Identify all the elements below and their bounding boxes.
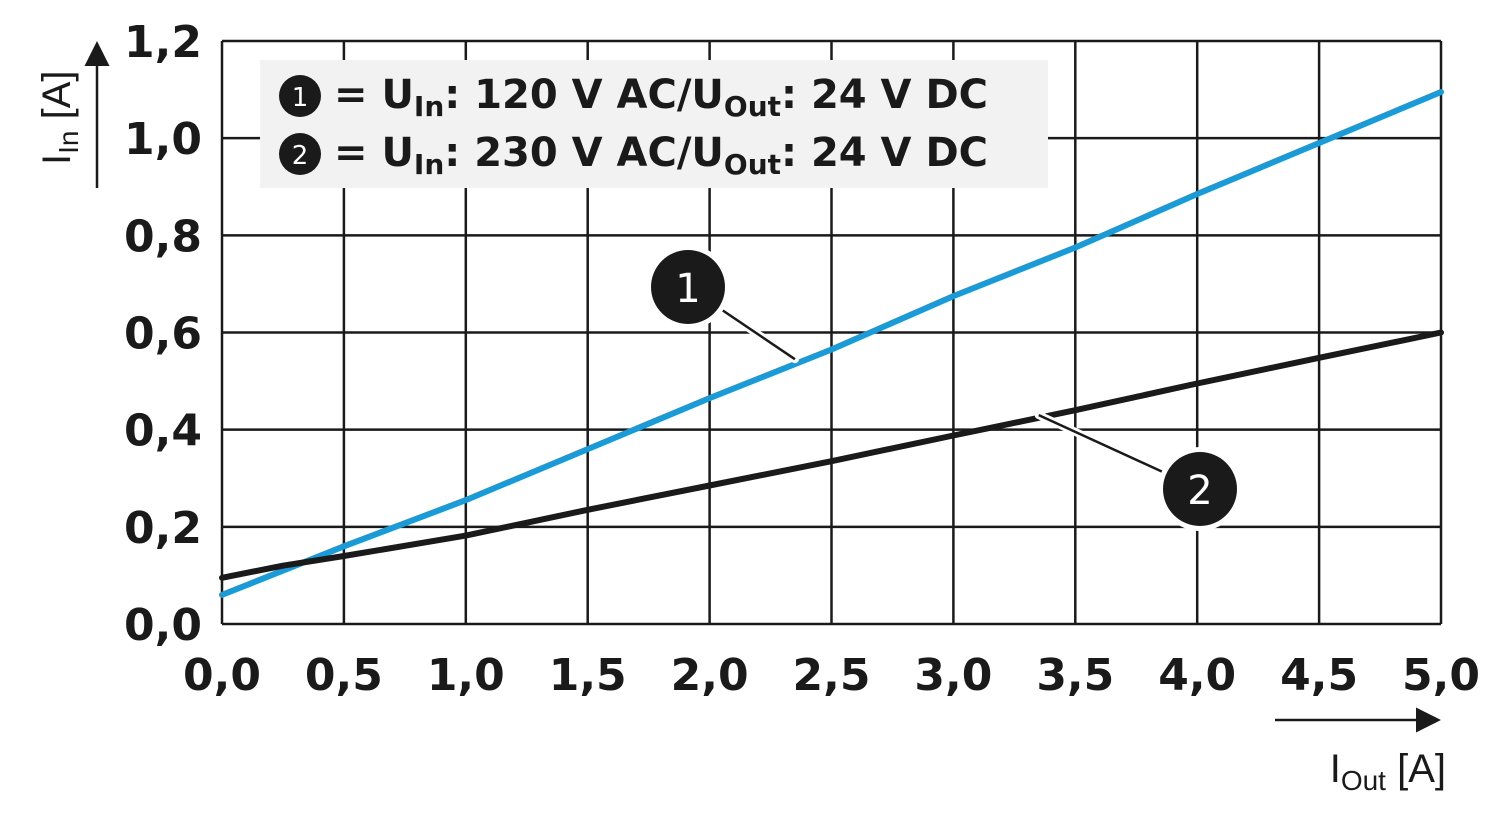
y-tick-label: 0,2 xyxy=(124,503,202,554)
y-axis-label: IIn [A] xyxy=(35,70,84,165)
legend-badge-1 xyxy=(279,75,321,117)
series-line-2 xyxy=(219,329,1444,581)
callout-number: 1 xyxy=(675,266,700,312)
callout-number: 2 xyxy=(1187,468,1212,514)
x-tick-label: 4,5 xyxy=(1280,650,1358,701)
x-tick-label: 5,0 xyxy=(1402,650,1480,701)
x-tick-label: 3,0 xyxy=(914,650,992,701)
callout-badge-2 xyxy=(1163,452,1237,526)
x-tick-label: 2,5 xyxy=(793,650,871,701)
legend-badge-2 xyxy=(279,133,321,175)
y-tick-label: 0,6 xyxy=(124,309,202,360)
x-tick-label: 0,5 xyxy=(305,650,383,701)
series-layer xyxy=(219,89,1444,598)
callout-leader-1 xyxy=(720,308,796,361)
legend-badge-number: 2 xyxy=(292,141,309,171)
legend-entry-1: = UIn: 120 V AC/UOut: 24 V DC xyxy=(334,72,988,123)
legend: 1 = UIn: 120 V AC/UOut: 24 V DC 2 = UIn: 23… xyxy=(260,60,1048,188)
y-tick-label: 0,0 xyxy=(124,600,202,651)
y-tick-label: 0,8 xyxy=(124,211,202,262)
x-tick-label: 1,5 xyxy=(549,650,627,701)
legend-entry-2: = UIn: 230 V AC/UOut: 24 V DC xyxy=(334,130,988,181)
x-tick-label: 3,5 xyxy=(1036,650,1114,701)
callout-layer: 12 xyxy=(646,245,1242,531)
series-line-1 xyxy=(219,89,1444,598)
y-tick-label: 1,2 xyxy=(124,17,202,68)
axis-labels: IOut [A] IIn [A] xyxy=(35,41,1446,796)
callout-leader-2 xyxy=(1038,413,1165,474)
x-tick-label: 4,0 xyxy=(1158,650,1236,701)
legend-badge-number: 1 xyxy=(292,83,309,113)
x-tick-label: 1,0 xyxy=(427,650,505,701)
y-tick-label: 1,0 xyxy=(124,114,202,165)
legend-box xyxy=(260,60,1048,188)
callout-badge-1 xyxy=(651,250,725,324)
y-tick-label: 0,4 xyxy=(124,406,202,457)
x-axis-label: IOut [A] xyxy=(1330,747,1446,796)
tick-labels: 0,0 0,5 1,0 1,5 2,0 2,5 3,0 3,5 4,0 4,5 5,0 0,0 0,2 0… xyxy=(124,17,1480,701)
x-tick-label: 2,0 xyxy=(671,650,749,701)
x-tick-label: 0,0 xyxy=(183,650,261,701)
